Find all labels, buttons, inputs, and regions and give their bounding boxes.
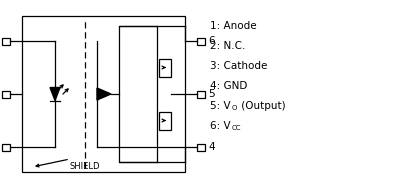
Bar <box>159 112 171 130</box>
Bar <box>159 59 171 77</box>
Text: 4: GND: 4: GND <box>210 81 247 91</box>
Text: SHIELD: SHIELD <box>70 162 100 171</box>
Bar <box>197 91 205 98</box>
Text: 4: 4 <box>208 142 215 152</box>
Bar <box>22 16 185 172</box>
Bar <box>197 144 205 151</box>
Bar <box>197 38 205 45</box>
Text: 6: V: 6: V <box>210 121 231 131</box>
Text: 5: V: 5: V <box>210 101 231 111</box>
Bar <box>2 91 10 98</box>
Text: CC: CC <box>232 125 242 131</box>
Bar <box>2 144 10 151</box>
Text: (Output): (Output) <box>238 101 286 111</box>
Bar <box>119 26 157 162</box>
Text: 3: Cathode: 3: Cathode <box>210 61 267 71</box>
Text: 5: 5 <box>208 89 215 99</box>
Text: 6: 6 <box>208 36 215 46</box>
Text: 2: N.C.: 2: N.C. <box>210 41 245 51</box>
Polygon shape <box>50 88 60 100</box>
Text: 1: Anode: 1: Anode <box>210 21 257 31</box>
Polygon shape <box>97 88 111 100</box>
Bar <box>2 38 10 45</box>
Text: O: O <box>232 105 237 111</box>
